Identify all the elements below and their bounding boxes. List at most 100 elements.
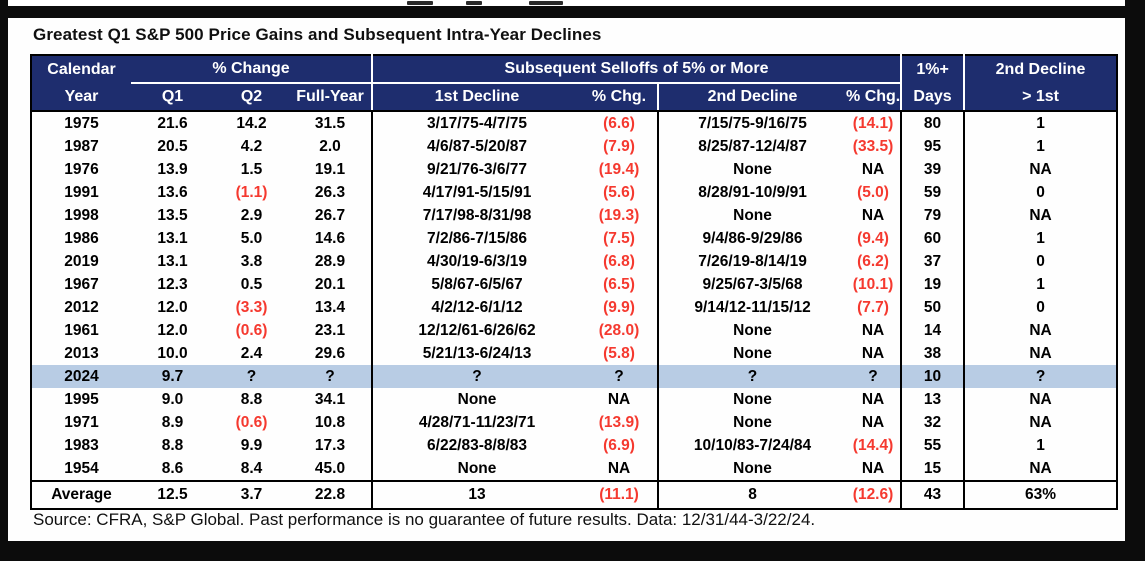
table-row: 2024 9.7?????? 10? bbox=[31, 365, 1118, 388]
table-cell: 0.5 bbox=[240, 275, 263, 293]
table-cell: 4/17/91-5/15/91 bbox=[371, 181, 582, 204]
table-cell: NA bbox=[963, 204, 1118, 227]
page-title: Greatest Q1 S&P 500 Price Gains and Subs… bbox=[33, 25, 602, 44]
average-row: Average 12.5 3.7 22.8 13 (11.1) 8 (12.6) 43 63% bbox=[31, 480, 1118, 509]
table-cell: 79 bbox=[900, 204, 965, 227]
table-cell: 14 bbox=[900, 319, 965, 342]
table-cell: 59 bbox=[900, 181, 965, 204]
table-cell: 60 bbox=[900, 227, 965, 250]
table-cell: ? bbox=[214, 365, 289, 388]
table-row: 1987 20.5 4.2 2.0 4/6/87-5/20/87 (7.9) 8/25/87… bbox=[31, 135, 1118, 158]
table-cell: 4/2/12-6/1/12 bbox=[371, 296, 582, 319]
table-cell: (13.9) bbox=[598, 413, 640, 431]
table-row: 1995 9.0 8.8 34.1 None NA None NA 13 NA bbox=[31, 388, 1118, 411]
table-row: 2012 12.0 (3.3) 13.4 4/2/12-6/1/12 (9.9) 9/14/… bbox=[31, 296, 1118, 319]
table-cell: None bbox=[371, 388, 582, 411]
table-cell: 2012 bbox=[64, 298, 99, 316]
table-row: 1961 12.0 (0.6) 23.1 12/12/61-6/26/62 (28.0) N… bbox=[31, 319, 1118, 342]
table-cell: 12.5 bbox=[131, 480, 214, 509]
table-cell: 38 bbox=[900, 342, 965, 365]
table-cell: 9/25/67-3/5/68 bbox=[657, 273, 847, 296]
table-cell: 1971 bbox=[64, 413, 99, 431]
table-cell: 39 bbox=[900, 158, 965, 181]
table-cell: (28.0) bbox=[598, 321, 640, 339]
table-cell: 10 bbox=[900, 365, 965, 388]
table-row: 1967 12.3 0.5 20.1 5/8/67-6/5/67 (6.5) 9/25/67… bbox=[31, 273, 1118, 296]
table-row: 2013 10.0 2.4 29.6 5/21/13-6/24/13 (5.8) None N… bbox=[31, 342, 1118, 365]
table-cell: ? bbox=[963, 365, 1118, 388]
table-row: 1976 13.9 1.5 19.1 9/21/76-3/6/77 (19.4) None N… bbox=[31, 158, 1118, 181]
table-cell: 13 bbox=[371, 480, 582, 509]
table-cell: 14.6 bbox=[314, 229, 346, 247]
table-cell: 19.1 bbox=[314, 160, 346, 178]
column-header: 2nd Decline bbox=[657, 83, 847, 112]
header-group: 2nd Decline bbox=[963, 55, 1118, 83]
table-cell: 4/28/71-11/23/71 bbox=[371, 411, 582, 434]
table-row: 1998 13.5 2.9 26.7 7/17/98-8/31/98 (19.3) None… bbox=[31, 204, 1118, 227]
column-header: % Chg. bbox=[581, 83, 659, 112]
table-cell: 22.8 bbox=[289, 480, 373, 509]
table-cell: 17.3 bbox=[314, 436, 346, 454]
table-footer: Average 12.5 3.7 22.8 13 (11.1) 8 (12.6) 43 63% bbox=[31, 480, 1118, 509]
column-header: Year bbox=[31, 83, 131, 112]
table-cell: 34.1 bbox=[314, 390, 346, 408]
table-cell: 1998 bbox=[64, 206, 99, 224]
table-cell: (6.5) bbox=[603, 275, 635, 293]
table-cell: 12/12/61-6/26/62 bbox=[371, 319, 582, 342]
table-cell: 21.6 bbox=[157, 114, 188, 132]
table-header: Calendar% Change Subsequent Selloffs of 5… bbox=[31, 55, 1118, 112]
header-col-row: Year Q1 Q2 Full-Year 1st Decline% Chg. 2nd De… bbox=[31, 83, 1118, 112]
header-group-row: Calendar% Change Subsequent Selloffs of 5… bbox=[31, 55, 1118, 84]
table-row: 1971 8.9 (0.6) 10.8 4/28/71-11/23/71 (13.9) No… bbox=[31, 411, 1118, 434]
table-cell: 2.9 bbox=[240, 206, 263, 224]
table-cell: 5/21/13-6/24/13 bbox=[371, 342, 582, 365]
table-cell: 4.2 bbox=[240, 137, 263, 155]
table-cell: 1967 bbox=[64, 275, 99, 293]
gains-declines-table: Calendar% Change Subsequent Selloffs of 5… bbox=[30, 54, 1119, 510]
table-cell: 80 bbox=[900, 111, 965, 135]
table-cell: 13.6 bbox=[157, 183, 188, 201]
table-cell: ? bbox=[657, 365, 847, 388]
table-cell: 10.0 bbox=[157, 344, 188, 362]
table-body: 1975 21.6 14.2 31.5 3/17/75-4/7/75 (6.6) 7/15/… bbox=[31, 111, 1118, 481]
table-cell: None bbox=[657, 204, 847, 227]
table-cell: (7.9) bbox=[603, 137, 635, 155]
table-cell: 1986 bbox=[64, 229, 99, 247]
table-cell: 6/22/83-8/8/83 bbox=[371, 434, 582, 457]
table-cell: 7/26/19-8/14/19 bbox=[657, 250, 847, 273]
table-row: 1983 8.8 9.9 17.3 6/22/83-8/8/83 (6.9) 10/10/8… bbox=[31, 434, 1118, 457]
table-cell: NA bbox=[963, 319, 1118, 342]
table-cell: NA bbox=[861, 459, 885, 477]
table-cell: 13.4 bbox=[314, 298, 346, 316]
table-cell: (7.5) bbox=[603, 229, 635, 247]
table-row: 1975 21.6 14.2 31.5 3/17/75-4/7/75 (6.6) 7/15/… bbox=[31, 111, 1118, 135]
table-cell: (3.3) bbox=[235, 298, 268, 316]
table-cell: 9.7 bbox=[131, 365, 214, 388]
table-cell: 5/8/67-6/5/67 bbox=[371, 273, 582, 296]
table-cell: 0 bbox=[963, 296, 1118, 319]
table-cell: (12.6) bbox=[846, 480, 902, 509]
table-cell: 1995 bbox=[64, 390, 99, 408]
table-row: 2019 13.1 3.8 28.9 4/30/19-6/3/19 (6.8) 7/26/1… bbox=[31, 250, 1118, 273]
table-cell: 1 bbox=[963, 227, 1118, 250]
table-cell: 1961 bbox=[64, 321, 99, 339]
table-cell: NA bbox=[861, 160, 885, 178]
table-cell: None bbox=[657, 411, 847, 434]
table-cell: 1 bbox=[963, 434, 1118, 457]
table-cell: 5.0 bbox=[240, 229, 263, 247]
table-cell: (14.4) bbox=[852, 436, 894, 454]
table-cell: 1983 bbox=[64, 436, 99, 454]
table-cell: (10.1) bbox=[852, 275, 894, 293]
table-cell: 14.2 bbox=[236, 114, 267, 132]
table-row: 1991 13.6 (1.1) 26.3 4/17/91-5/15/91 (5.6) 8/2… bbox=[31, 181, 1118, 204]
table-cell: 43 bbox=[900, 480, 965, 509]
table-cell: (6.9) bbox=[603, 436, 635, 454]
table-cell: 26.3 bbox=[314, 183, 346, 201]
header-group: 1%+ bbox=[900, 55, 965, 83]
table-cell: None bbox=[657, 388, 847, 411]
table-cell: (5.8) bbox=[603, 344, 635, 362]
table-cell: NA bbox=[861, 321, 885, 339]
table-cell: ? bbox=[289, 365, 373, 388]
table-row: 1954 8.6 8.4 45.0 None NA None NA 15 NA bbox=[31, 457, 1118, 481]
table-cell: 1991 bbox=[64, 183, 99, 201]
